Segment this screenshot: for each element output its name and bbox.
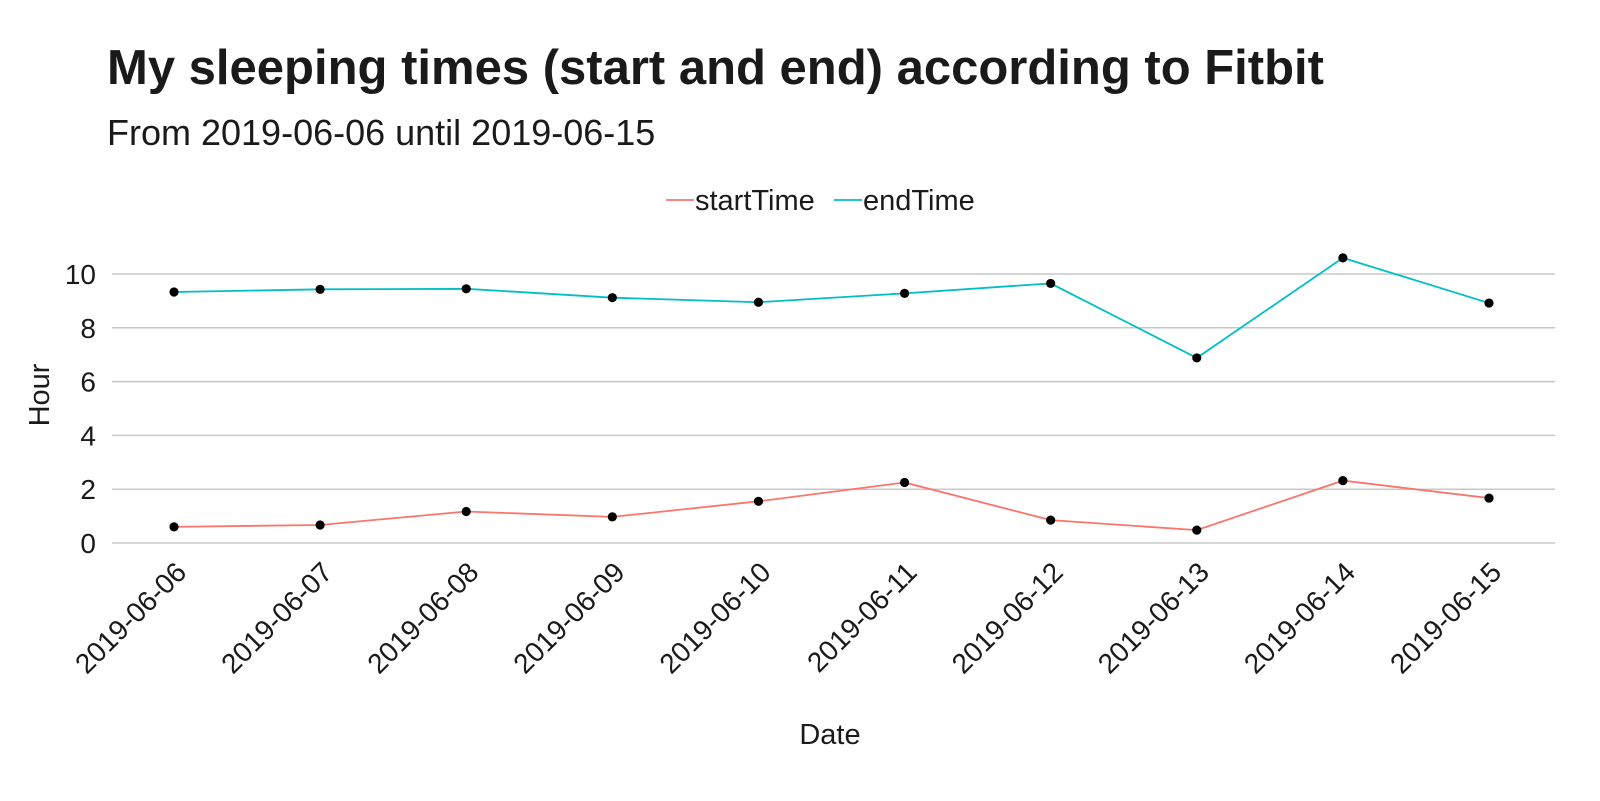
data-point-startTime [607,512,617,522]
chart-subtitle: From 2019-06-06 until 2019-06-15 [107,112,656,153]
x-axis-ticks: 2019-06-06 2019-06-07 2019-06-08 2019-06-09… [69,556,1507,679]
y-tick-label: 6 [80,367,96,398]
series-line-startTime [173,479,1490,531]
y-tick-label: 4 [80,420,96,451]
data-point-startTime [1484,493,1494,503]
x-tick-label: 2019-06-14 [1238,556,1361,679]
x-tick-label: 2019-06-09 [507,556,630,679]
data-point-endTime [169,287,179,297]
gridlines [112,273,1555,544]
data-point-endTime [1338,253,1348,263]
y-axis-title: Hour [24,363,56,426]
data-point-endTime [1192,353,1202,363]
legend: startTime endTime [666,185,975,217]
data-point-startTime [461,506,471,517]
data-point-endTime [461,284,471,294]
data-point-startTime [1192,525,1202,535]
x-tick-label: 2019-06-11 [801,556,923,678]
data-point-endTime [1484,298,1494,308]
legend-label-endTime: endTime [863,185,975,217]
data-point-endTime [315,284,325,294]
data-point-endTime [899,288,910,298]
data-point-startTime [1338,475,1348,486]
y-tick-label: 2 [80,474,96,505]
data-point-endTime [753,297,764,307]
data-point-endTime [1046,278,1056,289]
y-tick-label: 0 [80,528,96,559]
data-point-endTime [607,293,617,303]
y-tick-label: 8 [80,313,96,344]
x-tick-label: 2019-06-06 [69,556,192,679]
series-line-endTime [173,256,1490,359]
x-axis-title: Date [799,719,860,751]
data-point-startTime [315,520,325,530]
chart-title: My sleeping times (start and end) accord… [107,41,1324,95]
data-point-startTime [1046,515,1056,525]
y-axis-ticks: 0 2 4 6 8 10 [65,259,96,559]
legend-label-startTime: startTime [695,185,815,217]
x-tick-label: 2019-06-10 [653,556,776,679]
x-tick-label: 2019-06-08 [361,556,484,679]
x-tick-label: 2019-06-07 [215,556,338,679]
y-tick-label: 10 [65,259,96,290]
series-lines [173,256,1490,531]
data-point-startTime [899,477,910,488]
x-tick-label: 2019-06-13 [1092,556,1215,679]
x-tick-label: 2019-06-15 [1384,556,1507,679]
data-point-startTime [169,522,179,532]
data-point-startTime [753,496,764,506]
x-tick-label: 2019-06-12 [946,556,1069,679]
data-points [169,253,1494,535]
